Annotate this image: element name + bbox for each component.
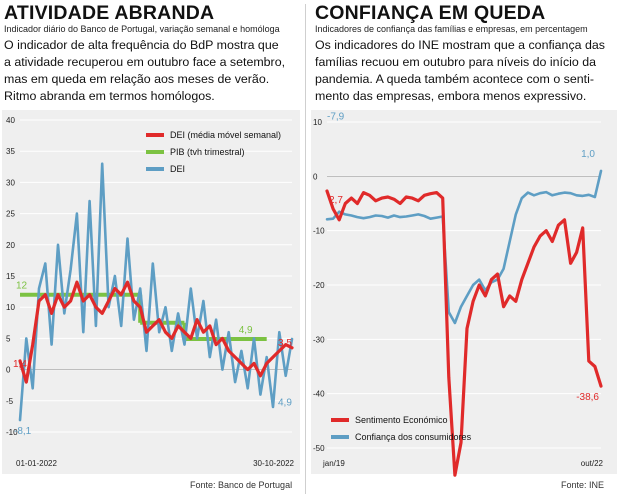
legend-label: DEI (170, 164, 185, 174)
right-lead-line: Os indicadores do INE mostram que a conf… (315, 38, 605, 52)
right-panel: CONFIANÇA EM QUEDA Indicadores de confia… (311, 0, 619, 498)
y-tick-label: -10 (6, 428, 18, 437)
left-lead-line: a atividade recuperou em outubro face a … (4, 55, 286, 69)
y-tick-label: 5 (6, 334, 11, 343)
x-tick-label: out/22 (581, 459, 604, 468)
red-series-line (325, 189, 603, 477)
y-tick-label: -40 (313, 390, 325, 399)
blue-series-line (325, 169, 603, 325)
left-line-chart: -10 -5 0 5 10 15 20 25 30 35 40 01-01-2022 30-10-202… (6, 116, 295, 468)
left-title: ATIVIDADE ABRANDA (4, 2, 215, 24)
y-tick-label: -10 (313, 227, 325, 236)
left-lead-line: mas em queda em relação aos meses de ver… (4, 72, 270, 86)
value-annotation: 12 (16, 281, 28, 292)
right-source: Fonte: INE (561, 480, 605, 490)
left-lead-line: O indicador de alta frequência do BdP mo… (4, 38, 279, 52)
y-tick-label: 30 (6, 178, 15, 187)
red-series-line (18, 280, 294, 384)
y-tick-label: 10 (313, 118, 322, 127)
y-tick-label: -50 (313, 444, 325, 453)
value-annotation: -38,6 (576, 392, 599, 403)
right-lead-line: mento das empresas, embora menos express… (315, 89, 587, 103)
right-subtitle: Indicadores de confiança das famílias e … (315, 24, 588, 34)
left-source: Fonte: Banco de Portugal (190, 480, 293, 490)
x-tick-label: jan/19 (322, 459, 345, 468)
y-tick-label: 15 (6, 272, 15, 281)
value-annotation: 4,9 (278, 397, 292, 408)
y-tick-label: 20 (6, 241, 15, 250)
y-tick-label: 0 (6, 366, 11, 375)
x-tick-label: 01-01-2022 (16, 459, 57, 468)
right-lead-line: pandemia. A queda também acontece com o … (315, 72, 594, 86)
y-tick-label: 0 (313, 172, 318, 181)
left-panel: ATIVIDADE ABRANDA Indicador diário do Ba… (0, 0, 302, 498)
value-annotation: 1,0 (581, 149, 595, 160)
y-tick-label: 40 (6, 116, 15, 125)
y-tick-label: -20 (313, 281, 325, 290)
left-lead-text: O indicador de alta frequência do BdP mo… (4, 37, 304, 105)
value-annotation: -8,1 (14, 426, 32, 437)
left-subtitle: Indicador diário do Banco de Portugal, v… (4, 24, 280, 34)
y-tick-label: -5 (6, 397, 14, 406)
y-tick-label: 35 (6, 147, 15, 156)
right-chart-area: -50 -40 -30 -20 -10 0 10 jan/19 out/22 -7,9 2,7 1,0… (311, 110, 617, 477)
value-annotation: 3,5 (278, 338, 292, 349)
left-lead-line: Ritmo abranda em termos homólogos. (4, 89, 215, 103)
y-tick-label: 10 (6, 303, 15, 312)
value-annotation: 1,4 (13, 359, 27, 370)
right-lead-text: Os indicadores do INE mostram que a conf… (315, 37, 615, 105)
right-line-chart: -50 -40 -30 -20 -10 0 10 jan/19 out/22 -7,9 2,7 1,0… (313, 111, 604, 477)
left-chart-area: -10 -5 0 5 10 15 20 25 30 35 40 01-01-2022 30-10-202… (2, 110, 300, 474)
y-tick-label: 25 (6, 210, 15, 219)
legend-label: PIB (tvh trimestral) (170, 147, 245, 157)
y-tick-label: -30 (313, 335, 325, 344)
legend-label: DEI (média móvel semanal) (170, 130, 281, 140)
legend-label: Sentimento Económico (355, 415, 448, 425)
x-tick-label: 30-10-2022 (253, 459, 294, 468)
value-annotation: 4,9 (239, 325, 253, 336)
legend-label: Confiança dos consumidores (355, 432, 472, 442)
value-annotation: -7,9 (327, 111, 345, 122)
right-lead-line: famílias recuou em outubro para níveis d… (315, 55, 597, 69)
blue-series-line (18, 162, 294, 422)
right-title: CONFIANÇA EM QUEDA (315, 2, 546, 24)
panel-divider (305, 4, 306, 494)
value-annotation: 2,7 (329, 195, 343, 206)
